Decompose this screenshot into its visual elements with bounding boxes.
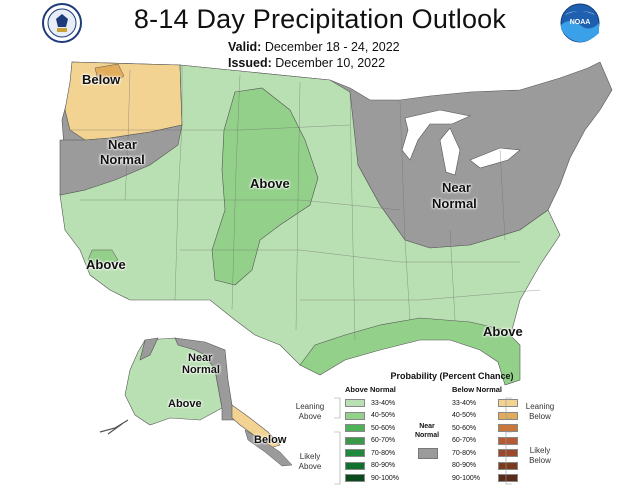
legend-leaning-below-line2: Below [529, 412, 551, 421]
legend-below-item-5: 70-80% [452, 448, 518, 458]
below-range-label-5: 70-80% [452, 449, 477, 457]
southwest-above-core [87, 249, 119, 269]
above-range-label-3: 50-60% [371, 424, 396, 432]
legend-below-header: Below Normal [452, 385, 503, 394]
above-swatch-2 [345, 411, 365, 420]
below-swatch-7 [498, 474, 518, 482]
legend-above-item-7: 90-100% [345, 473, 411, 483]
label-west-near-2: Normal [100, 152, 145, 167]
legend-above-item-6: 80-90% [345, 461, 411, 471]
pacific-nw-below-core [94, 63, 125, 85]
noaa-logo-icon: NOAA [560, 3, 600, 43]
label-alaska-near-1: Near [188, 352, 213, 364]
legend-leaning-above: Leaning Above [290, 402, 330, 422]
central-above-core [211, 87, 319, 286]
above-swatch-4 [345, 436, 365, 445]
below-range-label-3: 50-60% [452, 424, 477, 432]
below-range-label-7: 90-100% [452, 474, 481, 482]
above-swatch-6 [345, 461, 365, 470]
page-title: 8-14 Day Precipitation Outlook [133, 4, 507, 34]
legend-below-item-1: 33-40% [452, 398, 518, 408]
legend-likely-below: Likely Below [520, 446, 560, 466]
legend-near-normal-swatch [418, 448, 438, 459]
valid-line: Valid: December 18 - 24, 2022 [228, 40, 400, 54]
valid-label: Valid: [228, 40, 262, 54]
legend-leaning-above-line1: Leaning [295, 402, 325, 411]
label-northeast-near-1: Near [442, 180, 471, 195]
above-swatch-1 [345, 399, 365, 407]
legend-near-normal-label: Near Normal [410, 422, 444, 440]
label-central-above: Above [250, 176, 290, 191]
legend-below-item-6: 80-90% [452, 461, 518, 471]
legend-likely-above-line2: Above [298, 462, 322, 471]
west-near-normal-pocket [59, 124, 183, 196]
legend-below-item-4: 60-70% [452, 436, 518, 446]
alaska-near-normal-area [139, 337, 243, 421]
above-range-label-1: 33-40% [371, 399, 396, 407]
above-range-label-5: 70-80% [371, 449, 396, 457]
legend-below-item-7: 90-100% [452, 473, 518, 483]
aleutian-islands [99, 419, 129, 435]
below-swatch-3 [498, 424, 518, 432]
label-alaska-near-2: Normal [182, 364, 220, 376]
label-alaska-below: Below [254, 434, 287, 446]
state-boundaries [70, 65, 541, 341]
label-southwest-above: Above [86, 257, 126, 272]
issued-label: Issued: [228, 56, 272, 70]
above-swatch-7 [345, 474, 365, 482]
legend-title: Probability (Percent Chance) [390, 371, 514, 381]
legend-likely-below-line1: Likely [529, 446, 551, 455]
issued-line: Issued: December 10, 2022 [228, 56, 385, 70]
legend-likely-above: Likely Above [290, 452, 330, 472]
below-swatch-6 [498, 461, 518, 470]
issued-date: December 10, 2022 [275, 56, 386, 70]
alaska-panhandle-near [244, 429, 293, 467]
legend-likely-below-line2: Below [529, 456, 551, 465]
below-swatch-5 [498, 449, 518, 457]
legend-leaning-below-line1: Leaning [525, 402, 555, 411]
label-west-near-1: Near [108, 137, 137, 152]
below-swatch-2 [498, 411, 518, 420]
legend-above-item-3: 50-60% [345, 423, 411, 433]
valid-date: December 18 - 24, 2022 [264, 40, 400, 54]
legend-near-line2: Normal [414, 432, 440, 439]
above-range-label-6: 80-90% [371, 462, 396, 469]
doc-seal-icon [42, 3, 82, 43]
legend-above-header: Above Normal [345, 385, 396, 394]
legend-leaning-below: Leaning Below [520, 402, 560, 422]
above-range-label-2: 40-50% [371, 412, 396, 419]
above-range-label-4: 60-70% [371, 437, 396, 444]
great-lakes [401, 109, 521, 176]
legend-likely-above-line1: Likely [299, 452, 321, 461]
legend-leaning-above-line2: Above [298, 412, 322, 421]
legend-below-item-2: 40-50% [452, 411, 518, 421]
below-range-label-2: 40-50% [452, 412, 477, 419]
label-alaska-above: Above [168, 398, 202, 410]
legend-near-line1: Near [419, 423, 435, 430]
label-northeast-near-2: Normal [432, 196, 477, 211]
below-swatch-4 [498, 436, 518, 445]
above-range-label-7: 90-100% [371, 474, 400, 482]
legend-above-item-1: 33-40% [345, 398, 411, 408]
above-swatch-5 [345, 449, 365, 457]
legend-above-item-2: 40-50% [345, 411, 411, 421]
legend-above-item-5: 70-80% [345, 448, 411, 458]
noaa-logo-text: NOAA [570, 19, 591, 26]
below-range-label-4: 60-70% [452, 437, 477, 444]
below-swatch-1 [498, 399, 518, 407]
legend-below-item-3: 50-60% [452, 423, 518, 433]
label-pacific-nw-below: Below [82, 72, 121, 87]
label-southeast-above: Above [483, 324, 523, 339]
above-swatch-3 [345, 424, 365, 432]
below-range-label-1: 33-40% [452, 399, 477, 407]
below-range-label-6: 80-90% [452, 462, 477, 469]
legend-above-item-4: 60-70% [345, 436, 411, 446]
